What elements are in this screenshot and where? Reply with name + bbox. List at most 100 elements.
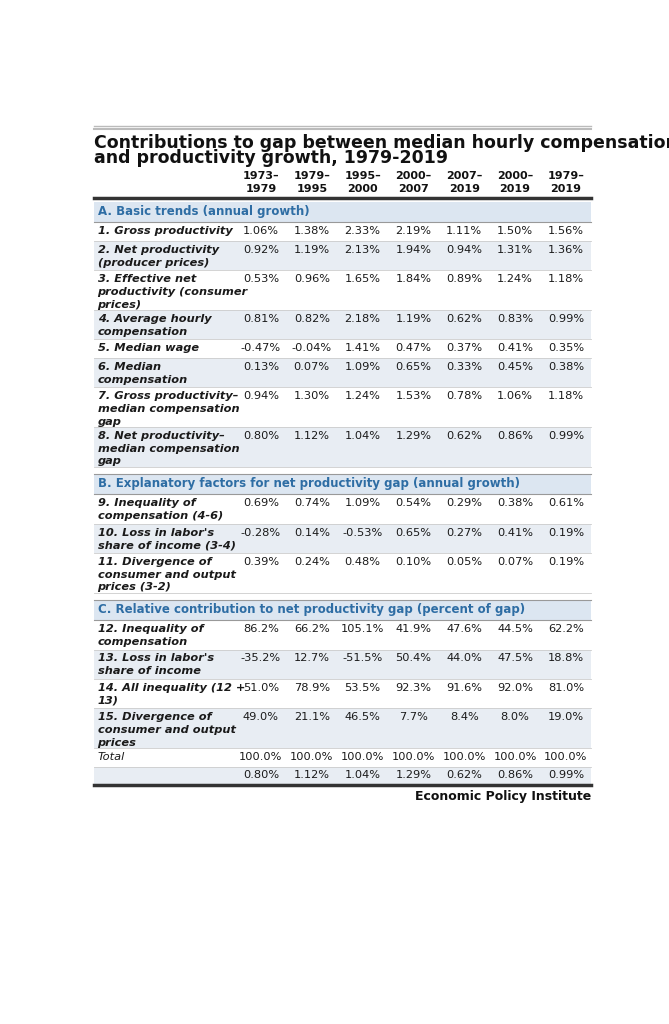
Text: 0.82%: 0.82%: [294, 313, 330, 324]
Text: 1.50%: 1.50%: [497, 226, 533, 237]
Text: 0.10%: 0.10%: [395, 557, 432, 566]
Text: 0.41%: 0.41%: [497, 343, 533, 353]
Bar: [94, 387, 591, 427]
Text: 0.41%: 0.41%: [497, 527, 533, 538]
Text: 0.19%: 0.19%: [548, 557, 584, 566]
Text: 2007–
2019: 2007– 2019: [446, 171, 482, 194]
Bar: [94, 474, 591, 495]
Text: 0.62%: 0.62%: [446, 431, 482, 441]
Text: 0.81%: 0.81%: [243, 313, 279, 324]
Text: Total: Total: [98, 752, 125, 762]
Text: 2.33%: 2.33%: [345, 226, 381, 237]
Text: 3. Effective net
productivity (consumer
prices): 3. Effective net productivity (consumer …: [98, 274, 248, 310]
Text: 4. Average hourly
compensation: 4. Average hourly compensation: [98, 313, 211, 337]
Text: 0.38%: 0.38%: [548, 361, 584, 372]
Text: 12. Inequality of
compensation: 12. Inequality of compensation: [98, 625, 203, 647]
Text: 2. Net productivity
(producer prices): 2. Net productivity (producer prices): [98, 245, 219, 267]
Text: 2.18%: 2.18%: [345, 313, 381, 324]
Text: 0.29%: 0.29%: [446, 499, 482, 508]
Text: 100.0%: 100.0%: [290, 752, 333, 762]
Bar: [94, 202, 591, 222]
Text: 8.0%: 8.0%: [500, 712, 529, 722]
Bar: [94, 427, 591, 467]
Text: 1.41%: 1.41%: [345, 343, 381, 353]
Text: 0.83%: 0.83%: [497, 313, 533, 324]
Text: 44.0%: 44.0%: [446, 653, 482, 664]
Text: 62.2%: 62.2%: [548, 625, 584, 634]
Text: 0.24%: 0.24%: [294, 557, 330, 566]
Text: -51.5%: -51.5%: [343, 653, 383, 664]
Text: -0.04%: -0.04%: [292, 343, 332, 353]
Text: B. Explanatory factors for net productivity gap (annual growth): B. Explanatory factors for net productiv…: [98, 477, 520, 490]
Text: -0.53%: -0.53%: [343, 527, 383, 538]
Text: Economic Policy Institute: Economic Policy Institute: [415, 791, 591, 803]
Text: 0.92%: 0.92%: [243, 245, 279, 255]
Bar: [94, 767, 591, 785]
Bar: [94, 649, 591, 679]
Text: 2.13%: 2.13%: [345, 245, 381, 255]
Bar: [94, 358, 591, 387]
Text: 1.04%: 1.04%: [345, 770, 381, 780]
Text: 0.99%: 0.99%: [548, 313, 584, 324]
Text: 0.45%: 0.45%: [497, 361, 533, 372]
Text: 7.7%: 7.7%: [399, 712, 427, 722]
Text: 12.7%: 12.7%: [294, 653, 330, 664]
Text: 1.18%: 1.18%: [548, 391, 584, 401]
Text: 1.11%: 1.11%: [446, 226, 482, 237]
Text: Contributions to gap between median hourly compensation: Contributions to gap between median hour…: [94, 134, 669, 152]
Text: 1.84%: 1.84%: [395, 274, 432, 285]
Text: 0.80%: 0.80%: [243, 770, 279, 780]
Text: 0.19%: 0.19%: [548, 527, 584, 538]
Text: 44.5%: 44.5%: [497, 625, 533, 634]
Text: 81.0%: 81.0%: [548, 683, 584, 692]
Text: 0.53%: 0.53%: [243, 274, 279, 285]
Text: 2.19%: 2.19%: [395, 226, 432, 237]
Text: 1979–
1995: 1979– 1995: [293, 171, 330, 194]
Text: 1.18%: 1.18%: [548, 274, 584, 285]
Bar: [94, 339, 591, 358]
Text: 0.07%: 0.07%: [497, 557, 533, 566]
Text: 51.0%: 51.0%: [243, 683, 279, 692]
Bar: [94, 241, 591, 270]
Text: 0.94%: 0.94%: [243, 391, 279, 401]
Text: 1.38%: 1.38%: [294, 226, 330, 237]
Text: 15. Divergence of
consumer and output
prices: 15. Divergence of consumer and output pr…: [98, 712, 235, 748]
Text: 0.99%: 0.99%: [548, 770, 584, 780]
Text: 100.0%: 100.0%: [442, 752, 486, 762]
Text: -0.28%: -0.28%: [241, 527, 281, 538]
Text: 66.2%: 66.2%: [294, 625, 330, 634]
Text: 18.8%: 18.8%: [548, 653, 584, 664]
Text: 100.0%: 100.0%: [341, 752, 384, 762]
Text: 92.0%: 92.0%: [497, 683, 533, 692]
Text: 0.62%: 0.62%: [446, 770, 482, 780]
Text: 0.07%: 0.07%: [294, 361, 330, 372]
Text: 92.3%: 92.3%: [395, 683, 432, 692]
Bar: [94, 600, 591, 621]
Text: 0.54%: 0.54%: [395, 499, 432, 508]
Text: 1.06%: 1.06%: [243, 226, 279, 237]
Text: 1973–
1979: 1973– 1979: [243, 171, 279, 194]
Text: 0.33%: 0.33%: [446, 361, 482, 372]
Text: 1.29%: 1.29%: [395, 431, 432, 441]
Text: 0.61%: 0.61%: [548, 499, 584, 508]
Bar: [94, 495, 591, 523]
Text: 19.0%: 19.0%: [548, 712, 584, 722]
Bar: [94, 748, 591, 767]
Text: 0.86%: 0.86%: [497, 431, 533, 441]
Text: 6. Median
compensation: 6. Median compensation: [98, 361, 188, 385]
Text: 1.94%: 1.94%: [395, 245, 432, 255]
Text: 0.48%: 0.48%: [345, 557, 381, 566]
Text: 47.5%: 47.5%: [497, 653, 533, 664]
Bar: [94, 270, 591, 310]
Bar: [94, 679, 591, 708]
Text: 10. Loss in labor's
share of income (3-4): 10. Loss in labor's share of income (3-4…: [98, 527, 235, 550]
Text: 1.30%: 1.30%: [294, 391, 330, 401]
Text: 1995–
2000: 1995– 2000: [344, 171, 381, 194]
Text: 1. Gross productivity: 1. Gross productivity: [98, 226, 232, 237]
Text: 1.04%: 1.04%: [345, 431, 381, 441]
Text: 1.65%: 1.65%: [345, 274, 381, 285]
Text: 1.06%: 1.06%: [497, 391, 533, 401]
Text: 1.12%: 1.12%: [294, 431, 330, 441]
Text: 105.1%: 105.1%: [341, 625, 384, 634]
Text: 14. All inequality (12 +
13): 14. All inequality (12 + 13): [98, 683, 245, 706]
